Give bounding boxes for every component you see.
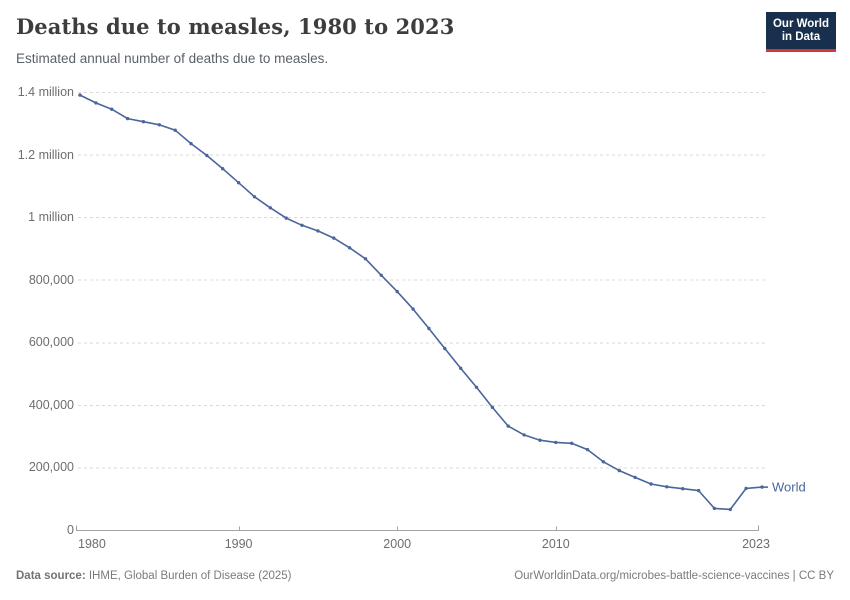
data-point [94,101,98,105]
data-point [284,216,288,220]
data-point [221,167,225,171]
data-point [538,438,542,442]
data-point [570,441,574,445]
data-point [490,405,495,410]
x-axis-label-2010: 2010 [541,537,570,551]
data-point [411,307,415,311]
chart-subtitle: Estimated annual number of deaths due to… [16,51,329,66]
data-point [427,326,431,331]
x-axis-label-1980: 1980 [78,537,106,551]
owid-credit-link[interactable]: OurWorldinData.org/microbes-battle-scien… [514,570,834,582]
data-point [300,223,304,227]
data-point [332,236,336,240]
data-point [633,475,637,480]
data-point [601,460,606,464]
x-axis-label-2023: 2023 [742,537,770,551]
data-point [681,487,685,491]
data-point [474,385,479,389]
y-axis-label-600000: 600,000 [28,335,74,350]
x-axis-label-2000: 2000 [383,537,412,551]
y-axis-label-1000000: 1 million [28,210,74,225]
data-point [205,153,209,158]
y-axis-label-800000: 800,000 [28,272,74,287]
chart-footer: Data source: IHME, Global Burden of Dise… [16,570,834,582]
y-axis-label-400000: 400,000 [28,397,74,412]
data-point [110,107,114,111]
data-point [506,424,510,428]
data-point [173,128,177,132]
data-point [236,181,241,185]
y-axis-label-200000: 200,000 [28,460,74,475]
data-point [649,482,653,486]
data-point [665,485,669,489]
data-point [379,273,383,277]
data-point [696,488,701,493]
data-point [617,468,621,473]
data-point [459,366,463,370]
data-point [125,116,130,121]
data-point [728,507,732,512]
data-point [363,257,368,261]
data-point [744,486,748,491]
data-point [712,506,717,511]
owid-logo[interactable]: Our World in Data [765,12,836,52]
data-line-world [79,94,763,511]
x-axis-label-1990: 1990 [224,537,253,551]
data-point [347,246,352,250]
y-axis-label-1400000: 1.4 million [17,85,74,99]
data-point [78,93,82,97]
data-point [316,229,320,233]
data-point [141,120,146,124]
y-axis-label-0: 0 [67,523,74,537]
data-source-text: IHME, Global Burden of Disease (2025) [85,570,292,582]
data-point [585,447,590,452]
chart-title: Deaths due to measles, 1980 to 2023 [16,14,455,39]
y-axis-label-1200000: 1.2 million [17,147,74,162]
data-point [554,440,558,445]
series-label-world[interactable]: World [772,479,806,495]
data-point [189,141,193,146]
data-point [522,433,526,437]
owid-logo-line2: in Data [781,31,821,43]
data-point [268,206,272,210]
data-point [252,195,257,199]
data-source-note: Data source: IHME, Global Burden of Dise… [16,570,292,582]
data-source-label: Data source: [16,570,86,582]
data-point [443,346,447,351]
data-point [395,289,399,294]
owid-logo-line1: Our World [772,18,829,30]
data-point [157,123,161,127]
